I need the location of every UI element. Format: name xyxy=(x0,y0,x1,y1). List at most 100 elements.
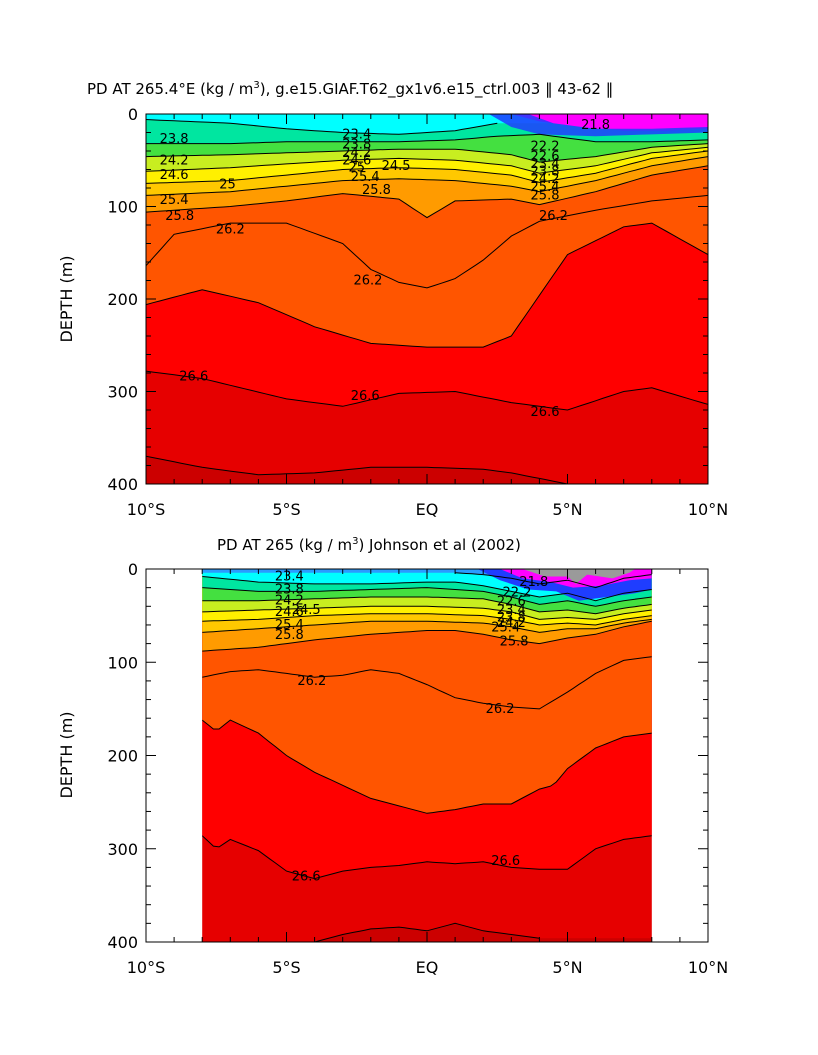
contour-label: 22.6 xyxy=(531,150,560,165)
contour-label: 26.2 xyxy=(216,223,245,238)
contour-label: 26.6 xyxy=(292,870,321,885)
x-tick-label: 5°S xyxy=(272,500,300,519)
contour-label: 26.6 xyxy=(351,389,380,404)
isopycnal-line xyxy=(202,719,652,814)
ylabel-model: DEPTH (m) xyxy=(57,255,76,342)
contour-field: 23.824.224.62525.425.826.223.423.824.224… xyxy=(146,114,708,484)
contour-label: 24.5 xyxy=(382,159,411,174)
plot-area-observed: 23.423.824.224.624.525.425.821.822.222.6… xyxy=(145,568,709,943)
contour-label: 24.2 xyxy=(531,172,560,187)
contour-label: 24.2 xyxy=(497,616,526,631)
y-tick-label: 400 xyxy=(107,933,138,952)
contour-label: 24.2 xyxy=(160,153,189,168)
contour-label: 26.6 xyxy=(531,405,560,420)
contour-label: 23.4 xyxy=(342,127,371,142)
isopycnal-line xyxy=(202,587,652,607)
contour-label: 22.2 xyxy=(531,139,560,154)
isopycnal-line xyxy=(146,146,708,174)
x-tick-label: 10°N xyxy=(688,958,728,977)
contour-label: 24.6 xyxy=(275,605,304,620)
isopycnal-line xyxy=(146,156,708,196)
contour-label: 21.8 xyxy=(581,118,610,133)
contour-label: 24.2 xyxy=(342,146,371,161)
contour-label: 23.8 xyxy=(497,610,526,625)
contour-label: 23.4 xyxy=(531,157,560,172)
isopycnal-line xyxy=(146,455,568,484)
contour-label: 25.8 xyxy=(165,209,194,224)
ylabel-observed: DEPTH (m) xyxy=(57,711,76,798)
contour-label: 23.8 xyxy=(275,583,304,598)
contour-label: 26.6 xyxy=(179,370,208,385)
contour-label: 25.4 xyxy=(491,621,520,636)
x-tick-label: 5°N xyxy=(552,958,582,977)
ticks-model: 10°S 5°S EQ 5°N 10°N 0 100 200 300 400 xyxy=(107,105,728,519)
contour-label: 24.6 xyxy=(160,168,189,183)
isopycnal-line xyxy=(146,150,708,184)
contour-label: 26.2 xyxy=(354,274,383,289)
isopycnal-line xyxy=(202,605,652,620)
contour-label: 25.8 xyxy=(275,628,304,643)
contour-label: 23.4 xyxy=(275,569,304,584)
x-tick-label: 10°S xyxy=(127,958,166,977)
contour-label: 22.6 xyxy=(497,595,526,610)
contour-label: 23.4 xyxy=(497,603,526,618)
plot-area-model: 23.824.224.62525.425.826.223.423.824.224… xyxy=(145,113,709,485)
panel-model: PD AT 265.4°E (kg / m3), g.e15.GIAF.T62_… xyxy=(57,80,728,519)
title-observed: PD AT 265 (kg / m3) Johnson et al (2002) xyxy=(217,536,521,554)
contour-label: 24.2 xyxy=(275,594,304,609)
y-tick-label: 0 xyxy=(128,105,138,124)
y-tick-label: 300 xyxy=(107,840,138,859)
contour-label: 25.4 xyxy=(275,618,304,633)
y-tick-label: 100 xyxy=(107,198,138,217)
contour-label: 25.4 xyxy=(351,170,380,185)
isopycnal-line xyxy=(146,370,708,411)
x-tick-label: 5°S xyxy=(272,958,300,977)
density-band xyxy=(522,569,635,584)
title-model: PD AT 265.4°E (kg / m3), g.e15.GIAF.T62_… xyxy=(87,80,613,99)
isopycnal-line xyxy=(202,613,652,626)
y-tick-label: 400 xyxy=(107,475,138,494)
contour-label: 26.2 xyxy=(539,209,568,224)
isopycnal-line xyxy=(202,656,652,710)
contour-label: 26.2 xyxy=(486,702,515,717)
isopycnal-line xyxy=(146,143,708,163)
contour-label: 26.6 xyxy=(491,854,520,869)
contour-label: 25.8 xyxy=(362,183,391,198)
x-tick-label: EQ xyxy=(416,958,439,977)
isopycnal-line xyxy=(202,835,652,880)
x-tick-label: 10°N xyxy=(688,500,728,519)
contour-label: 25.4 xyxy=(160,193,189,208)
y-tick-label: 0 xyxy=(128,560,138,579)
y-tick-label: 200 xyxy=(107,290,138,309)
panel-observed: PD AT 265 (kg / m3) Johnson et al (2002)… xyxy=(57,536,728,977)
isopycnal-line xyxy=(146,222,708,348)
contour-label: 25 xyxy=(219,177,236,192)
contour-label: 24.5 xyxy=(292,603,321,618)
x-tick-label: 5°N xyxy=(552,500,582,519)
isopycnal-line xyxy=(202,596,652,615)
isopycnal-line xyxy=(146,119,498,135)
contour-label: 26.2 xyxy=(297,674,326,689)
ticks-observed: 10°S 5°S EQ 5°N 10°N 0 100 200 300 400 xyxy=(107,560,728,977)
contour-label: 21.8 xyxy=(519,575,548,590)
isopycnal-line xyxy=(455,572,652,589)
contour-label: 25.8 xyxy=(500,635,529,650)
isopycnal-line xyxy=(202,576,652,602)
contour-label: 23.8 xyxy=(531,164,560,179)
isopycnal-line xyxy=(314,922,540,942)
y-tick-label: 100 xyxy=(107,653,138,672)
isopycnal-line xyxy=(202,618,652,633)
isopycnal-line xyxy=(146,165,708,219)
contour-label: 25.4 xyxy=(531,180,560,195)
density-band xyxy=(528,114,708,129)
isopycnal-line xyxy=(146,133,708,145)
x-tick-label: EQ xyxy=(416,500,439,519)
y-tick-label: 200 xyxy=(107,747,138,766)
isopycnal-line xyxy=(146,194,708,289)
contour-label: 23.8 xyxy=(342,138,371,153)
contour-field: 23.423.824.224.624.525.425.821.822.222.6… xyxy=(202,569,652,942)
contour-label: 22.2 xyxy=(502,585,531,600)
isopycnal-line xyxy=(202,620,652,652)
contour-label: 24.6 xyxy=(342,153,371,168)
